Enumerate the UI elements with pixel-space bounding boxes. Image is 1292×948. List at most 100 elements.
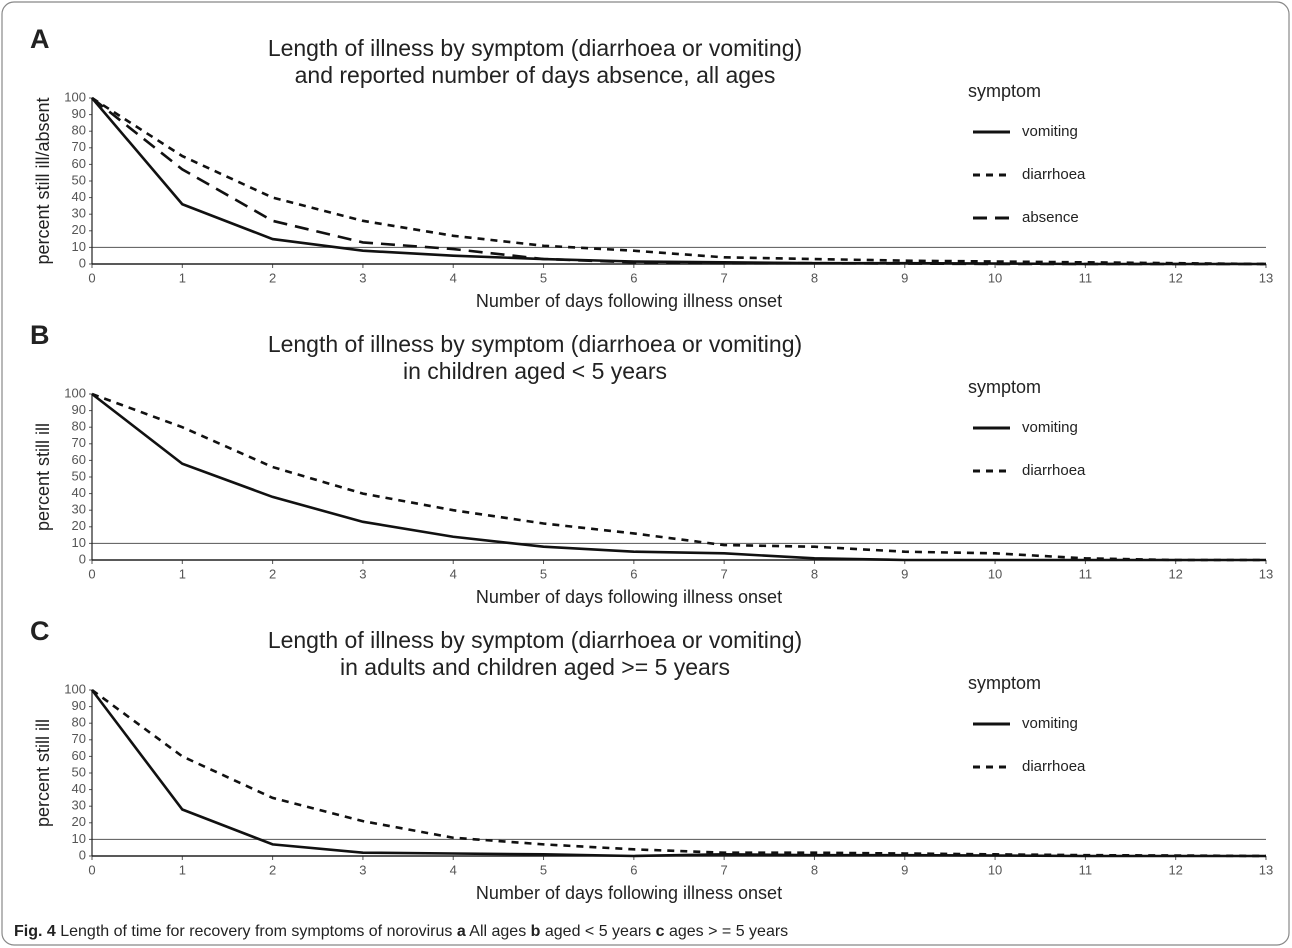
- caption: Fig. 4 Length of time for recovery from …: [14, 923, 788, 940]
- x-tick-label: 10: [988, 566, 1002, 581]
- x-tick-label: 7: [721, 270, 728, 285]
- x-axis-label: Number of days following illness onset: [476, 883, 782, 903]
- y-tick-label: 50: [72, 468, 86, 483]
- x-axis-label: Number of days following illness onset: [476, 587, 782, 607]
- legend-title: symptom: [968, 673, 1041, 693]
- y-tick-label: 30: [72, 206, 86, 221]
- x-tick-label: 9: [901, 270, 908, 285]
- x-tick-label: 10: [988, 862, 1002, 877]
- legend-label: diarrhoea: [1022, 758, 1086, 775]
- caption-part: Fig. 4: [14, 923, 56, 940]
- x-tick-label: 13: [1259, 566, 1273, 581]
- x-tick-label: 4: [450, 566, 457, 581]
- chart-title: Length of illness by symptom (diarrhoea …: [268, 35, 802, 61]
- series-line: [90, 689, 1266, 858]
- y-tick-label: 80: [72, 123, 86, 138]
- x-tick-label: 2: [269, 862, 276, 877]
- y-tick-label: 70: [72, 139, 86, 154]
- y-tick-label: 50: [72, 764, 86, 779]
- y-tick-label: 40: [72, 189, 86, 204]
- x-tick-label: 2: [269, 566, 276, 581]
- y-tick-label: 30: [72, 798, 86, 813]
- x-tick-label: 1: [179, 862, 186, 877]
- series-line: [91, 96, 1267, 266]
- y-tick-label: 90: [72, 402, 86, 417]
- x-tick-label: 6: [630, 270, 637, 285]
- y-tick-label: 10: [72, 239, 86, 254]
- x-tick-label: 11: [1079, 566, 1093, 581]
- chart-title: in children aged < 5 years: [403, 358, 667, 384]
- x-tick-label: 13: [1259, 270, 1273, 285]
- caption-part: b: [531, 923, 541, 940]
- y-tick-label: 100: [64, 385, 86, 400]
- y-tick-label: 100: [64, 89, 86, 104]
- y-tick-label: 70: [72, 731, 86, 746]
- panel-label: B: [30, 320, 50, 350]
- chart-title: and reported number of days absence, all…: [295, 62, 776, 88]
- legend-title: symptom: [968, 377, 1041, 397]
- caption-part: All ages: [466, 923, 531, 940]
- y-tick-label: 60: [72, 452, 86, 467]
- y-axis-label: percent still ill/absent: [33, 97, 53, 264]
- x-tick-label: 5: [540, 566, 547, 581]
- x-tick-label: 3: [359, 270, 366, 285]
- y-tick-label: 20: [72, 518, 86, 533]
- y-tick-label: 40: [72, 485, 86, 500]
- y-tick-label: 0: [79, 551, 86, 566]
- x-tick-label: 3: [359, 862, 366, 877]
- x-tick-label: 2: [269, 270, 276, 285]
- legend-label: vomiting: [1022, 419, 1078, 436]
- legend-title: symptom: [968, 81, 1041, 101]
- caption-part: aged < 5 years: [540, 923, 655, 940]
- y-tick-label: 80: [72, 419, 86, 434]
- y-tick-label: 10: [72, 535, 86, 550]
- chart-title: in adults and children aged >= 5 years: [340, 654, 730, 680]
- x-tick-label: 8: [811, 862, 818, 877]
- y-tick-label: 90: [72, 106, 86, 121]
- x-tick-label: 11: [1079, 862, 1093, 877]
- series-line: [91, 392, 1266, 562]
- y-tick-label: 60: [72, 156, 86, 171]
- x-tick-label: 5: [540, 862, 547, 877]
- x-axis-label: Number of days following illness onset: [476, 291, 782, 311]
- panel-label: C: [30, 616, 50, 646]
- x-tick-label: 10: [988, 270, 1002, 285]
- legend-label: vomiting: [1022, 715, 1078, 732]
- y-tick-label: 80: [72, 715, 86, 730]
- chart-title: Length of illness by symptom (diarrhoea …: [268, 331, 802, 357]
- y-axis-label: percent still ill: [33, 719, 53, 827]
- y-tick-label: 40: [72, 781, 86, 796]
- caption-part: a: [457, 923, 466, 940]
- x-tick-label: 0: [88, 862, 95, 877]
- x-tick-label: 8: [811, 270, 818, 285]
- x-tick-label: 3: [359, 566, 366, 581]
- x-tick-label: 1: [179, 566, 186, 581]
- series-line: [91, 97, 1266, 266]
- x-tick-label: 11: [1079, 270, 1093, 285]
- x-tick-label: 4: [450, 270, 457, 285]
- legend-label: vomiting: [1022, 123, 1078, 140]
- y-tick-label: 90: [72, 698, 86, 713]
- x-tick-label: 9: [901, 862, 908, 877]
- legend-label: absence: [1022, 209, 1079, 226]
- series-line: [91, 392, 1266, 562]
- y-tick-label: 20: [72, 814, 86, 829]
- y-tick-label: 100: [64, 681, 86, 696]
- legend-label: diarrhoea: [1022, 462, 1086, 479]
- x-tick-label: 7: [721, 566, 728, 581]
- x-tick-label: 6: [630, 566, 637, 581]
- y-tick-label: 0: [79, 255, 86, 270]
- x-tick-label: 4: [450, 862, 457, 877]
- x-tick-label: 5: [540, 270, 547, 285]
- y-tick-label: 30: [72, 502, 86, 517]
- caption-part: Length of time for recovery from symptom…: [56, 923, 457, 940]
- x-tick-label: 12: [1168, 566, 1182, 581]
- y-axis-label: percent still ill: [33, 423, 53, 531]
- x-tick-label: 7: [721, 862, 728, 877]
- legend-label: diarrhoea: [1022, 166, 1086, 183]
- x-tick-label: 6: [630, 862, 637, 877]
- series-line: [91, 96, 1266, 266]
- y-tick-label: 20: [72, 222, 86, 237]
- y-tick-label: 0: [79, 847, 86, 862]
